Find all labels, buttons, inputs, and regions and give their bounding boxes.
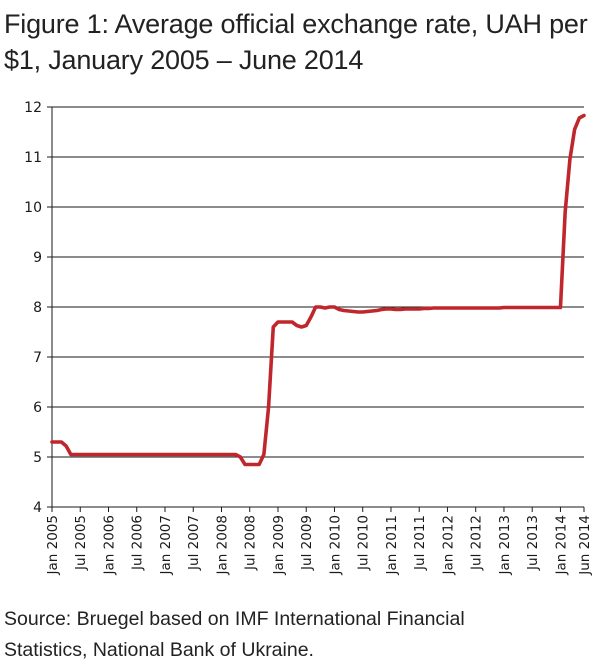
chart-source: Source: Bruegel based on IMF Internation… (4, 604, 604, 666)
x-tick-label-2014-06: Jun 2014 (577, 515, 593, 576)
x-tick-label-2011-01: Jan 2011 (384, 515, 400, 575)
x-tick-label-2007-07: Jul 2007 (186, 515, 202, 571)
x-tick-label-2006-07: Jul 2006 (130, 515, 146, 571)
x-tick-label-2012-07: Jul 2012 (469, 515, 485, 571)
x-tick-label-2007-01: Jan 2007 (158, 515, 174, 575)
x-tick-label-2005-01: Jan 2005 (45, 515, 61, 575)
source-line-2: Statistics, National Bank of Ukraine. (4, 639, 314, 661)
x-tick-label-2009-07: Jul 2009 (299, 515, 315, 571)
y-tick-label-11: 11 (24, 150, 42, 166)
chart-title-line-1: Figure 1: Average official exchange rate… (4, 9, 588, 39)
chart-title: Figure 1: Average official exchange rate… (4, 6, 604, 78)
x-tick-label-2010-01: Jan 2010 (327, 515, 343, 575)
y-axis-ticks: 4 5 6 7 8 9 10 11 12 (24, 100, 52, 516)
x-tick-label-2010-07: Jul 2010 (356, 515, 372, 571)
x-tick-label-2013-01: Jan 2013 (497, 515, 513, 575)
x-axis-ticks: Jan 2005 Jul 2005 Jan 2006 Jul 2006 Jan 2007… (45, 507, 593, 576)
y-tick-label-6: 6 (33, 400, 42, 416)
y-tick-label-12: 12 (24, 100, 42, 116)
series-group (50, 113, 586, 467)
grid-lines (52, 106, 584, 458)
x-tick-label-2012-01: Jan 2012 (440, 515, 456, 575)
x-tick-label-2008-01: Jan 2008 (214, 515, 230, 575)
line-chart: 4 5 6 7 8 9 10 11 12 Jan 2005 Jul 2005 Jan 2006 Jul… (24, 100, 593, 576)
x-tick-label-2011-07: Jul 2011 (412, 515, 428, 571)
x-tick-label-2006-01: Jan 2006 (101, 515, 117, 575)
y-tick-label-4: 4 (33, 500, 42, 516)
y-tick-label-5: 5 (33, 450, 42, 466)
x-tick-label-2008-07: Jul 2008 (243, 515, 259, 571)
y-tick-label-10: 10 (24, 200, 42, 216)
y-tick-label-7: 7 (33, 350, 42, 366)
source-line-1: Source: Bruegel based on IMF Internation… (4, 608, 465, 630)
exchange-rate-line (50, 113, 586, 467)
x-tick-label-2013-07: Jul 2013 (525, 515, 541, 571)
y-tick-label-9: 9 (33, 250, 42, 266)
y-tick-label-8: 8 (33, 300, 42, 316)
x-tick-label-2005-07: Jul 2005 (73, 515, 89, 571)
x-tick-label-2009-01: Jan 2009 (271, 515, 287, 575)
chart-title-line-2: $1, January 2005 – June 2014 (4, 45, 364, 75)
x-tick-label-2014-01: Jan 2014 (553, 515, 569, 575)
